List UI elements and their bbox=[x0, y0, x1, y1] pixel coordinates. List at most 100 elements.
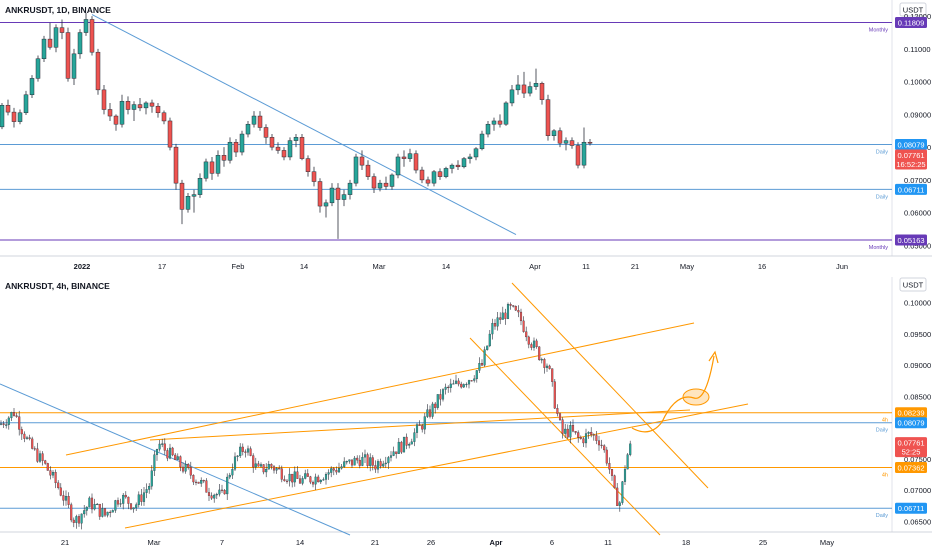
bottom-currency-label[interactable]: USDT bbox=[903, 281, 924, 290]
top-candle bbox=[467, 153, 473, 164]
bottom-candle bbox=[421, 423, 424, 433]
bottom-candle bbox=[553, 379, 556, 409]
top-time-axis[interactable]: 2022 17 Feb 14 Mar 14 Apr 11 21 May 16 Jun bbox=[74, 262, 848, 271]
bottom-candle-body bbox=[239, 446, 242, 457]
bottom-time-tick: 26 bbox=[427, 538, 435, 547]
bottom-candle-body bbox=[496, 317, 499, 327]
bottom-candle bbox=[127, 496, 130, 510]
bottom-candle bbox=[415, 422, 419, 439]
top-candle-body bbox=[0, 104, 5, 128]
top-candle bbox=[107, 102, 113, 121]
top-candle bbox=[155, 102, 161, 118]
bottom-candle-body bbox=[64, 496, 68, 501]
top-candle-body bbox=[365, 164, 371, 177]
bottom-candle bbox=[356, 455, 359, 464]
bottom-candle bbox=[548, 364, 551, 370]
top-candle bbox=[347, 179, 353, 200]
top-candle-body bbox=[17, 112, 23, 122]
top-candle-body bbox=[215, 155, 221, 174]
bottom-candle bbox=[228, 472, 231, 480]
bottom-candle bbox=[613, 474, 616, 489]
top-candle bbox=[23, 90, 29, 116]
bottom-candle-body bbox=[343, 461, 346, 467]
bottom-candle bbox=[363, 449, 367, 463]
top-candle bbox=[119, 94, 125, 128]
bottom-candle bbox=[382, 460, 385, 468]
bottom-candle bbox=[387, 455, 390, 469]
top-candle-body bbox=[527, 86, 533, 94]
bottom-price-axis[interactable]: 0.10000 0.09500 0.09000 0.08500 0.07500 0.070… bbox=[904, 299, 931, 527]
bottom-candle-body bbox=[311, 481, 315, 485]
top-descending-trendline bbox=[91, 14, 517, 236]
bottom-candle-body bbox=[270, 464, 273, 467]
bottom-candle-body bbox=[119, 503, 122, 505]
top-candle bbox=[425, 176, 431, 187]
bottom-candle-body bbox=[423, 416, 426, 430]
bottom-candle bbox=[335, 466, 338, 475]
bottom-candle bbox=[465, 382, 468, 388]
top-candle-body bbox=[137, 104, 143, 109]
bottom-candle bbox=[517, 305, 520, 318]
bottom-candle-body bbox=[621, 481, 624, 503]
bottom-candle-body bbox=[431, 403, 434, 417]
bottom-candle-body bbox=[525, 331, 528, 338]
top-candle bbox=[245, 120, 251, 138]
bottom-candle-body bbox=[259, 464, 263, 467]
bottom-candle bbox=[571, 419, 575, 433]
top-candle-body bbox=[107, 109, 113, 117]
bottom-candle-body bbox=[252, 455, 255, 468]
top-level-tag: Monthly bbox=[869, 27, 889, 33]
top-candle-body bbox=[455, 164, 461, 168]
bottom-candle bbox=[137, 491, 140, 508]
bottom-time-tick: 11 bbox=[604, 538, 612, 547]
top-candle bbox=[203, 158, 209, 182]
bottom-candle bbox=[626, 452, 629, 470]
bottom-level-badge bbox=[895, 407, 927, 419]
bottom-candle-body bbox=[15, 415, 18, 417]
bottom-candle-body bbox=[5, 424, 8, 426]
top-candle bbox=[269, 134, 275, 151]
bottom-candle-body bbox=[605, 449, 608, 464]
bottom-candle-body bbox=[405, 436, 408, 446]
bottom-candle-body bbox=[501, 312, 504, 320]
bottom-candle bbox=[176, 453, 179, 460]
bottom-candle bbox=[324, 472, 328, 485]
top-level-badge-text: 0.05163 bbox=[897, 236, 924, 245]
bottom-candle-body bbox=[616, 487, 619, 506]
bottom-candle-body bbox=[595, 435, 598, 441]
top-candle-body bbox=[515, 84, 521, 91]
top-candle bbox=[575, 142, 581, 169]
bottom-time-axis[interactable]: 21 Mar 7 14 21 26 Apr 6 11 18 25 May bbox=[61, 538, 835, 547]
bottom-candle-body bbox=[200, 480, 203, 484]
top-trendline[interactable] bbox=[91, 14, 517, 236]
bottom-candle-body bbox=[0, 423, 3, 425]
bottom-candle-body bbox=[402, 436, 406, 453]
bottom-candle-body bbox=[324, 474, 328, 480]
bottom-candle-body bbox=[618, 502, 621, 506]
bottom-candle-body bbox=[462, 384, 465, 388]
bottom-candle-body bbox=[72, 519, 75, 523]
bottom-candle-body bbox=[103, 508, 107, 516]
bottom-candle-body bbox=[241, 446, 244, 452]
bottom-candle-body bbox=[163, 443, 166, 451]
bottom-candle-body bbox=[192, 475, 195, 483]
top-candle-body bbox=[203, 161, 209, 179]
bottom-candle-body bbox=[44, 460, 47, 464]
bottom-candle bbox=[75, 514, 78, 529]
top-candle bbox=[569, 137, 575, 149]
bottom-candle-body bbox=[597, 440, 601, 446]
top-candle-body bbox=[119, 101, 125, 125]
bottom-candle-body bbox=[548, 365, 551, 369]
top-candle bbox=[47, 22, 53, 50]
bottom-candle-body bbox=[116, 500, 120, 505]
bottom-candle-body bbox=[145, 489, 148, 493]
bottom-candle bbox=[428, 405, 432, 419]
top-candle-body bbox=[407, 153, 413, 159]
bottom-candle-body bbox=[584, 433, 588, 444]
top-time-tick: May bbox=[680, 262, 694, 271]
bottom-candle bbox=[317, 474, 320, 483]
top-currency-label[interactable]: USDT bbox=[903, 6, 924, 15]
bottom-candle-body bbox=[142, 492, 146, 502]
top-candle bbox=[437, 168, 443, 180]
